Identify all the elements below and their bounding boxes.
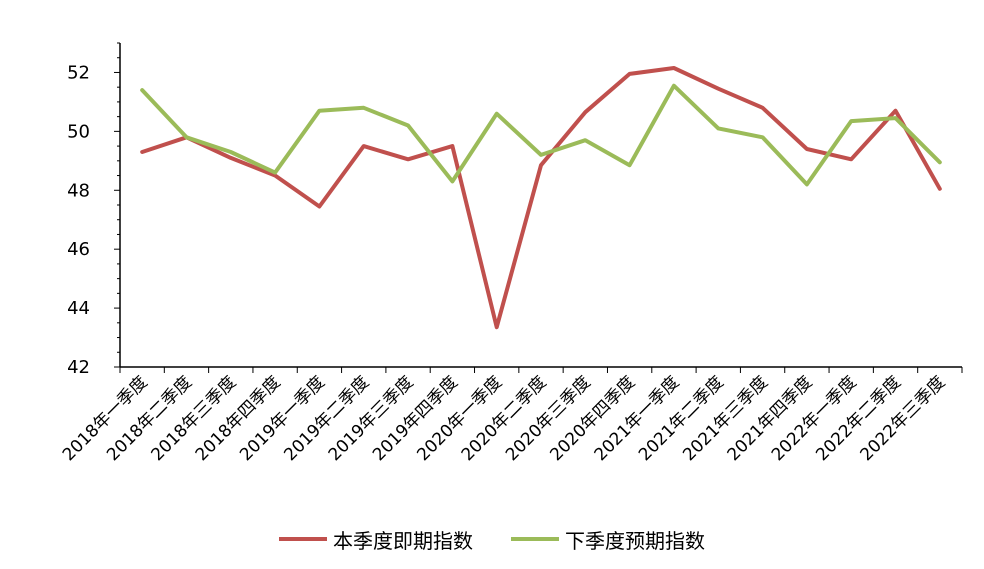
data-point-series-1 — [672, 66, 676, 70]
data-point-series-2 — [495, 112, 499, 116]
data-point-series-2 — [317, 109, 321, 113]
legend-label-series-2: 下季度预期指数 — [565, 528, 705, 553]
data-point-series-2 — [539, 153, 543, 157]
data-point-series-1 — [450, 144, 454, 148]
legend-swatch-series-1 — [279, 537, 327, 541]
legend-item-series-1[interactable]: 本季度即期指数 — [279, 525, 473, 554]
series-line-2 — [140, 83, 942, 187]
data-point-series-1 — [583, 110, 587, 114]
legend-label-series-1: 本季度即期指数 — [333, 528, 473, 553]
data-point-series-2 — [406, 123, 410, 127]
data-point-series-2 — [805, 182, 809, 186]
y-tick-label: 42 — [67, 357, 90, 378]
x-axis-ticks: 2018年一季度2018年二季度2018年三季度2018年四季度2019年一季度… — [59, 367, 963, 465]
data-point-series-1 — [140, 150, 144, 154]
data-point-series-2 — [849, 119, 853, 123]
data-point-series-2 — [894, 116, 898, 120]
data-point-series-1 — [849, 157, 853, 161]
y-axis-ticks: 42 44 46 48 50 52 — [67, 42, 120, 378]
data-point-series-2 — [628, 163, 632, 167]
data-point-series-1 — [229, 156, 233, 160]
y-tick-label: 48 — [67, 180, 90, 201]
data-point-series-2 — [761, 135, 765, 139]
data-point-series-2 — [938, 160, 942, 164]
data-point-series-1 — [406, 157, 410, 161]
data-point-series-1 — [805, 147, 809, 151]
series-line-1 — [140, 66, 942, 330]
data-point-series-1 — [894, 109, 898, 113]
data-point-series-1 — [362, 144, 366, 148]
data-point-series-1 — [317, 204, 321, 208]
data-point-series-2 — [716, 126, 720, 130]
data-point-series-2 — [184, 135, 188, 139]
data-point-series-1 — [716, 87, 720, 91]
y-tick-label: 44 — [67, 298, 90, 319]
data-point-series-2 — [362, 106, 366, 110]
data-point-series-2 — [672, 84, 676, 88]
data-point-series-1 — [628, 72, 632, 76]
legend-item-series-2[interactable]: 下季度预期指数 — [511, 525, 705, 554]
data-point-series-1 — [495, 325, 499, 329]
y-tick-label: 46 — [67, 239, 90, 260]
y-tick-label: 50 — [67, 121, 90, 142]
y-tick-label: 52 — [67, 62, 90, 83]
legend: 本季度即期指数 下季度预期指数 — [0, 522, 984, 556]
data-point-series-2 — [229, 150, 233, 154]
legend-swatch-series-2 — [511, 537, 559, 541]
data-point-series-2 — [140, 88, 144, 92]
series-lines — [140, 66, 942, 330]
chart-axes — [119, 43, 962, 368]
data-point-series-2 — [273, 171, 277, 175]
data-point-series-1 — [539, 163, 543, 167]
data-point-series-1 — [761, 106, 765, 110]
line-chart: 42 44 46 48 50 52 2018年一季度2018年二季度2018年三季度201… — [59, 42, 963, 465]
data-point-series-1 — [938, 187, 942, 191]
data-point-series-2 — [450, 179, 454, 183]
data-point-series-2 — [583, 138, 587, 142]
